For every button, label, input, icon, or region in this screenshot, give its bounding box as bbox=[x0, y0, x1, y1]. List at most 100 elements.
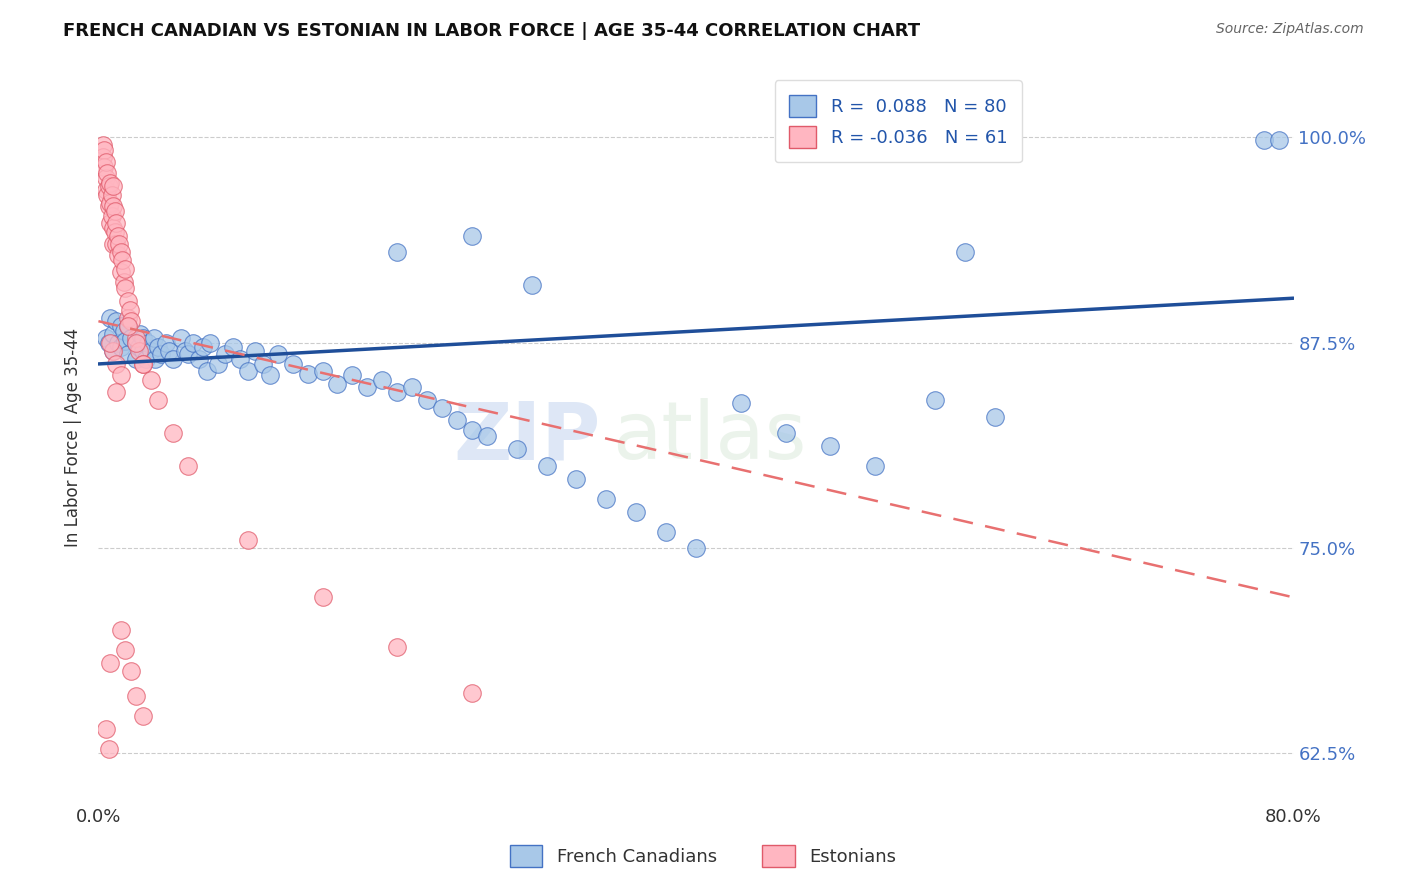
Point bbox=[112, 324, 135, 338]
Point bbox=[132, 331, 155, 345]
Point bbox=[112, 275, 135, 289]
Point bbox=[506, 442, 529, 457]
Point bbox=[139, 373, 162, 387]
Point bbox=[139, 343, 162, 358]
Point bbox=[143, 351, 166, 366]
Point bbox=[416, 393, 439, 408]
Point bbox=[177, 458, 200, 473]
Point bbox=[101, 187, 124, 202]
Point bbox=[865, 458, 887, 473]
Point bbox=[401, 380, 423, 394]
Point bbox=[110, 341, 132, 355]
Point bbox=[177, 347, 200, 361]
Point bbox=[430, 401, 453, 416]
Point bbox=[267, 347, 290, 361]
Point bbox=[1253, 133, 1275, 147]
Point bbox=[103, 220, 125, 235]
Point bbox=[820, 439, 842, 453]
Point bbox=[181, 335, 204, 350]
Point bbox=[565, 472, 588, 486]
Point bbox=[110, 368, 132, 383]
Point bbox=[236, 363, 259, 377]
Point bbox=[98, 195, 122, 210]
Point bbox=[98, 310, 122, 325]
Point bbox=[730, 396, 752, 410]
Point bbox=[214, 347, 236, 361]
Point bbox=[91, 138, 114, 153]
Point bbox=[174, 343, 197, 358]
Point bbox=[104, 204, 127, 219]
Point bbox=[96, 187, 118, 202]
Point bbox=[125, 335, 148, 350]
Point bbox=[101, 209, 124, 223]
Point bbox=[105, 236, 128, 251]
Point bbox=[91, 150, 114, 164]
Point bbox=[111, 253, 134, 268]
Point bbox=[125, 331, 148, 345]
Point bbox=[222, 341, 245, 355]
Point bbox=[655, 524, 678, 539]
Point bbox=[207, 357, 229, 371]
Point bbox=[93, 143, 115, 157]
Point bbox=[114, 261, 136, 276]
Point bbox=[117, 347, 139, 361]
Point bbox=[94, 171, 117, 186]
Y-axis label: In Labor Force | Age 35-44: In Labor Force | Age 35-44 bbox=[65, 327, 83, 547]
Point bbox=[536, 458, 558, 473]
Point bbox=[110, 265, 132, 279]
Point bbox=[135, 351, 157, 366]
Point bbox=[595, 491, 617, 506]
Point bbox=[114, 281, 136, 295]
Point bbox=[103, 199, 125, 213]
Point bbox=[98, 335, 122, 350]
Point bbox=[117, 310, 139, 325]
Point bbox=[128, 343, 150, 358]
Point bbox=[281, 357, 304, 371]
Point bbox=[117, 319, 139, 334]
Point bbox=[132, 357, 155, 371]
Text: Source: ZipAtlas.com: Source: ZipAtlas.com bbox=[1216, 22, 1364, 37]
Point bbox=[107, 228, 129, 243]
Point bbox=[385, 640, 409, 654]
Point bbox=[155, 335, 177, 350]
Point bbox=[162, 425, 184, 440]
Point bbox=[117, 294, 139, 309]
Point bbox=[385, 245, 409, 260]
Point bbox=[103, 343, 125, 358]
Point bbox=[97, 335, 120, 350]
Point bbox=[125, 689, 148, 703]
Point bbox=[157, 343, 180, 358]
Point bbox=[259, 368, 281, 383]
Point bbox=[105, 357, 128, 371]
Point bbox=[475, 429, 498, 443]
Point bbox=[120, 331, 142, 345]
Point bbox=[107, 335, 129, 350]
Point bbox=[356, 380, 378, 394]
Point bbox=[685, 541, 707, 555]
Point bbox=[93, 160, 115, 174]
Point bbox=[775, 425, 797, 440]
Point bbox=[187, 351, 209, 366]
Point bbox=[197, 363, 219, 377]
Point bbox=[103, 179, 125, 194]
Point bbox=[97, 179, 120, 194]
Point bbox=[125, 351, 148, 366]
Point bbox=[229, 351, 252, 366]
Point bbox=[1267, 133, 1289, 147]
Point bbox=[103, 327, 125, 342]
Text: FRENCH CANADIAN VS ESTONIAN IN LABOR FORCE | AGE 35-44 CORRELATION CHART: FRENCH CANADIAN VS ESTONIAN IN LABOR FOR… bbox=[63, 22, 921, 40]
Point bbox=[105, 384, 128, 399]
Point bbox=[446, 413, 468, 427]
Point bbox=[107, 248, 129, 262]
Point bbox=[461, 423, 484, 437]
Point bbox=[118, 302, 141, 317]
Point bbox=[96, 166, 118, 180]
Point bbox=[626, 505, 648, 519]
Point bbox=[461, 686, 484, 700]
Point bbox=[148, 393, 170, 408]
Point bbox=[953, 245, 976, 260]
Point bbox=[150, 347, 173, 361]
Point bbox=[94, 331, 117, 345]
Point bbox=[342, 368, 364, 383]
Point bbox=[297, 367, 319, 381]
